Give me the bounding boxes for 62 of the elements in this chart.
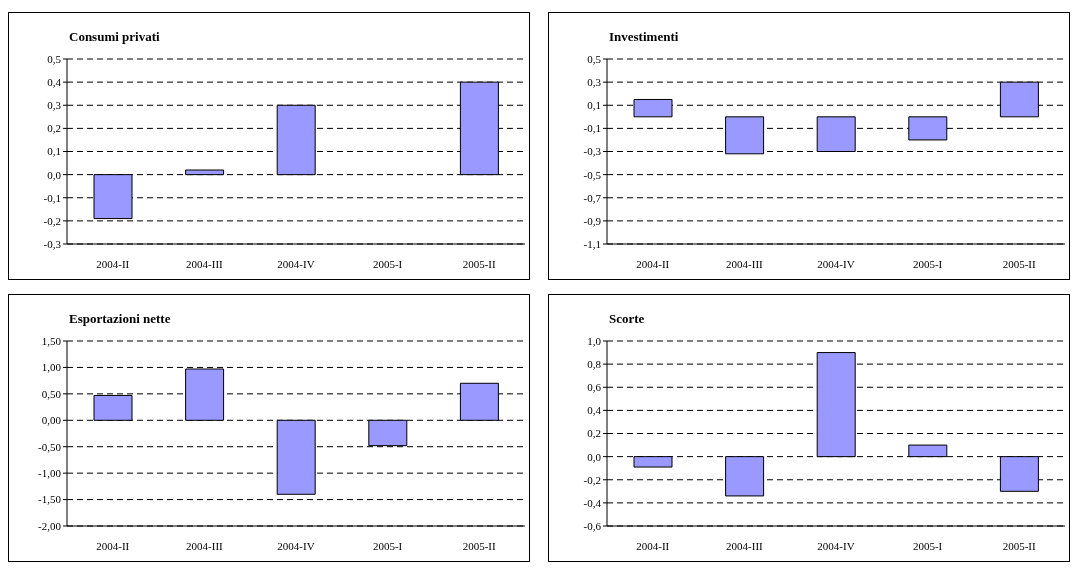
chart-title: Esportazioni nette xyxy=(69,311,171,327)
bar xyxy=(725,456,765,497)
x-tick-label: 2004-IV xyxy=(277,539,315,552)
y-tick-label: -0,5 xyxy=(583,168,602,181)
y-tick-label: -0,1 xyxy=(43,191,61,204)
y-tick-label: 0,5 xyxy=(587,52,602,65)
x-tick-label: 2004-II xyxy=(96,539,130,552)
y-tick-label: -0,3 xyxy=(43,237,62,250)
x-tick-label: 2005-II xyxy=(462,539,497,552)
y-tick-label: 0,5 xyxy=(47,52,62,65)
x-tick-label: 2004-II xyxy=(636,257,670,270)
chart-title: Investimenti xyxy=(609,29,679,45)
x-tick-label: 2004-II xyxy=(636,539,670,552)
y-tick-label: 1,50 xyxy=(41,334,62,347)
y-tick-label: 0,2 xyxy=(47,122,61,135)
y-tick-label: -0,50 xyxy=(38,440,62,453)
y-tick-label: -0,6 xyxy=(583,519,602,532)
y-tick-label: 0,0 xyxy=(587,450,602,463)
x-tick-label: 2005-II xyxy=(1002,539,1037,552)
bar xyxy=(185,169,225,176)
y-tick-label: 0,4 xyxy=(47,76,62,89)
y-tick-label: -0,9 xyxy=(583,214,602,227)
x-tick-label: 2005-I xyxy=(372,257,403,270)
y-tick-label: -1,50 xyxy=(38,493,62,506)
x-tick-label: 2004-IV xyxy=(817,257,855,270)
x-tick-label: 2004-II xyxy=(96,257,130,270)
y-tick-label: 0,50 xyxy=(41,387,62,400)
x-tick-label: 2004-IV xyxy=(817,539,855,552)
chart-title: Scorte xyxy=(609,311,645,327)
y-tick-label: -0,7 xyxy=(583,191,602,204)
x-tick-label: 2005-I xyxy=(912,539,943,552)
y-tick-label: -0,4 xyxy=(583,496,602,509)
x-tick-label: 2004-III xyxy=(726,257,764,270)
x-tick-label: 2005-I xyxy=(912,257,943,270)
x-tick-label: 2005-I xyxy=(372,539,403,552)
y-tick-label: -2,00 xyxy=(38,519,62,532)
y-tick-label: -0,2 xyxy=(43,214,61,227)
x-tick-label: 2005-II xyxy=(1002,257,1037,270)
y-tick-label: 0,2 xyxy=(587,427,601,440)
y-tick-label: 1,0 xyxy=(587,334,602,347)
y-tick-label: -0,1 xyxy=(583,122,601,135)
y-tick-label: 0,00 xyxy=(41,414,62,427)
x-tick-label: 2005-II xyxy=(462,257,497,270)
x-tick-label: 2004-III xyxy=(726,539,764,552)
y-tick-label: 0,3 xyxy=(587,76,602,89)
x-tick-label: 2004-III xyxy=(186,257,224,270)
y-tick-label: 0,4 xyxy=(587,404,602,417)
y-tick-label: 0,1 xyxy=(47,145,61,158)
bar xyxy=(725,116,765,155)
chart-title: Consumi privati xyxy=(69,29,160,45)
y-tick-label: -0,3 xyxy=(583,145,602,158)
y-tick-label: 0,6 xyxy=(587,381,602,394)
y-tick-label: -1,1 xyxy=(583,237,601,250)
x-tick-label: 2004-IV xyxy=(277,257,315,270)
y-tick-label: 1,00 xyxy=(41,361,62,374)
x-tick-label: 2004-III xyxy=(186,539,224,552)
y-tick-label: -1,00 xyxy=(38,467,62,480)
y-tick-label: 0,1 xyxy=(587,99,601,112)
y-tick-label: 0,3 xyxy=(47,99,62,112)
y-tick-label: 0,0 xyxy=(47,168,62,181)
y-tick-label: 0,8 xyxy=(587,358,602,371)
y-tick-label: -0,2 xyxy=(583,473,601,486)
